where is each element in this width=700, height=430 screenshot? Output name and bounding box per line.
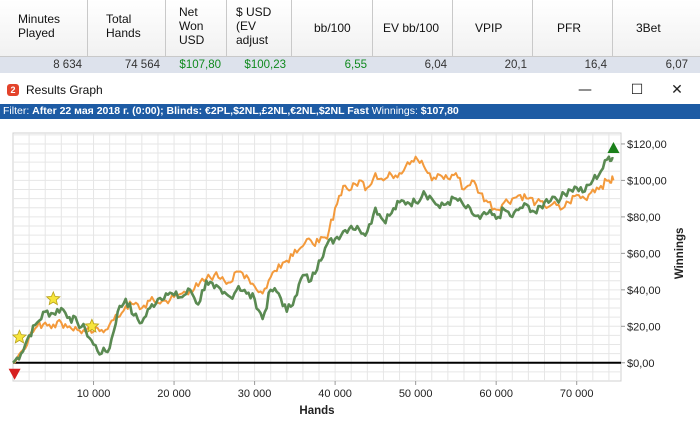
filter-bar: Filter: After 22 мая 2018 г. (0:00); Bli… <box>0 104 700 119</box>
y-tick-label: $20,00 <box>627 321 661 333</box>
col-pfr[interactable]: PFR <box>533 0 613 56</box>
x-axis-label: Hands <box>299 405 334 417</box>
final-win-marker <box>607 141 620 153</box>
x-tick-label: 30 000 <box>238 388 272 400</box>
y-tick-label: $0,00 <box>627 358 655 370</box>
y-tick-label: $80,00 <box>627 212 661 224</box>
col-ev-bb100[interactable]: EV bb/100 <box>373 0 453 56</box>
y-tick-label: $40,00 <box>627 285 661 297</box>
col-3bet-label: 3Bet <box>636 21 661 35</box>
col-bb100[interactable]: bb/100 <box>292 0 373 56</box>
col-bb100-label: bb/100 <box>314 21 351 35</box>
y-axis-label: Winnings <box>674 228 686 280</box>
value-total-hands: 74 564 <box>124 59 160 71</box>
col-3bet[interactable]: 3Bet <box>613 0 700 56</box>
app-logo-icon: 2 <box>7 84 19 96</box>
col-minutes-played-label: Minutes Played <box>18 12 61 40</box>
y-axis-ticks: $0,00 $20,00 $40,00 $60,00 $80,00 $100,00 $120… <box>621 139 667 370</box>
results-graph-titlebar[interactable]: 2 Results Graph — ☐ ✕ <box>0 78 700 102</box>
col-total-hands-label: Total Hands <box>106 12 141 40</box>
star-marker <box>11 329 28 344</box>
y-tick-label: $60,00 <box>627 248 661 260</box>
window-title: Results Graph <box>26 83 103 97</box>
minimize-icon[interactable]: — <box>578 82 592 98</box>
stats-table: Minutes Played Total Hands Net Won USD $… <box>0 0 700 73</box>
close-icon[interactable]: ✕ <box>671 82 683 98</box>
star-markers <box>11 290 100 344</box>
grid <box>13 133 621 381</box>
value-bb100: 6,55 <box>344 59 367 71</box>
col-pfr-label: PFR <box>557 21 581 35</box>
y-tick-label: $120,00 <box>627 139 667 151</box>
col-total-hands[interactable]: Total Hands <box>88 0 166 56</box>
results-graph-chart[interactable]: 10 000 20 000 30 000 40 000 50 000 60 000 70 0… <box>0 119 700 430</box>
filter-text: After 22 мая 2018 г. (0:00); Blinds: €2P… <box>32 105 369 117</box>
value-net-won: $107,80 <box>179 59 221 71</box>
value-ev-bb100: 6,04 <box>424 59 447 71</box>
col-minutes-played[interactable]: Minutes Played <box>0 0 88 56</box>
x-tick-label: 10 000 <box>77 388 111 400</box>
winnings-label: Winnings: <box>371 105 418 117</box>
x-tick-label: 40 000 <box>318 388 352 400</box>
value-pfr: 16,4 <box>584 59 607 71</box>
value-vpip: 20,1 <box>504 59 527 71</box>
x-tick-label: 20 000 <box>157 388 191 400</box>
value-3bet: 6,07 <box>665 59 688 71</box>
col-ev-bb100-label: EV bb/100 <box>383 21 440 35</box>
star-marker <box>84 318 100 333</box>
winnings-value: $107,80 <box>420 105 459 117</box>
col-net-won[interactable]: Net Won USD <box>166 0 227 56</box>
col-ev-adjusted[interactable]: $ USD (EV adjust <box>227 0 292 56</box>
value-ev-adjusted: $100,23 <box>244 59 286 71</box>
col-net-won-label: Net Won USD <box>179 5 205 47</box>
x-axis-ticks: 10 000 20 000 30 000 40 000 50 000 60 000 70 0… <box>77 381 594 400</box>
series-ev-line <box>12 155 615 364</box>
x-tick-label: 70 000 <box>560 388 594 400</box>
y-tick-label: $100,00 <box>627 175 667 187</box>
col-vpip-label: VPIP <box>475 21 503 35</box>
x-tick-label: 60 000 <box>479 388 513 400</box>
series-net-line <box>12 155 614 364</box>
col-vpip[interactable]: VPIP <box>453 0 533 56</box>
start-loss-marker <box>8 368 21 380</box>
filter-label: Filter: <box>3 105 30 117</box>
stats-value-row[interactable]: 8 634 74 564 $107,80 $100,23 6,55 6,04 2… <box>0 57 700 73</box>
x-tick-label: 50 000 <box>399 388 433 400</box>
plot-area <box>12 132 622 382</box>
stats-header-row: Minutes Played Total Hands Net Won USD $… <box>0 0 700 57</box>
value-minutes-played: 8 634 <box>53 59 82 71</box>
star-marker <box>45 290 61 306</box>
maximize-icon[interactable]: ☐ <box>630 82 644 98</box>
col-ev-adjusted-label: $ USD (EV adjust <box>236 5 272 47</box>
